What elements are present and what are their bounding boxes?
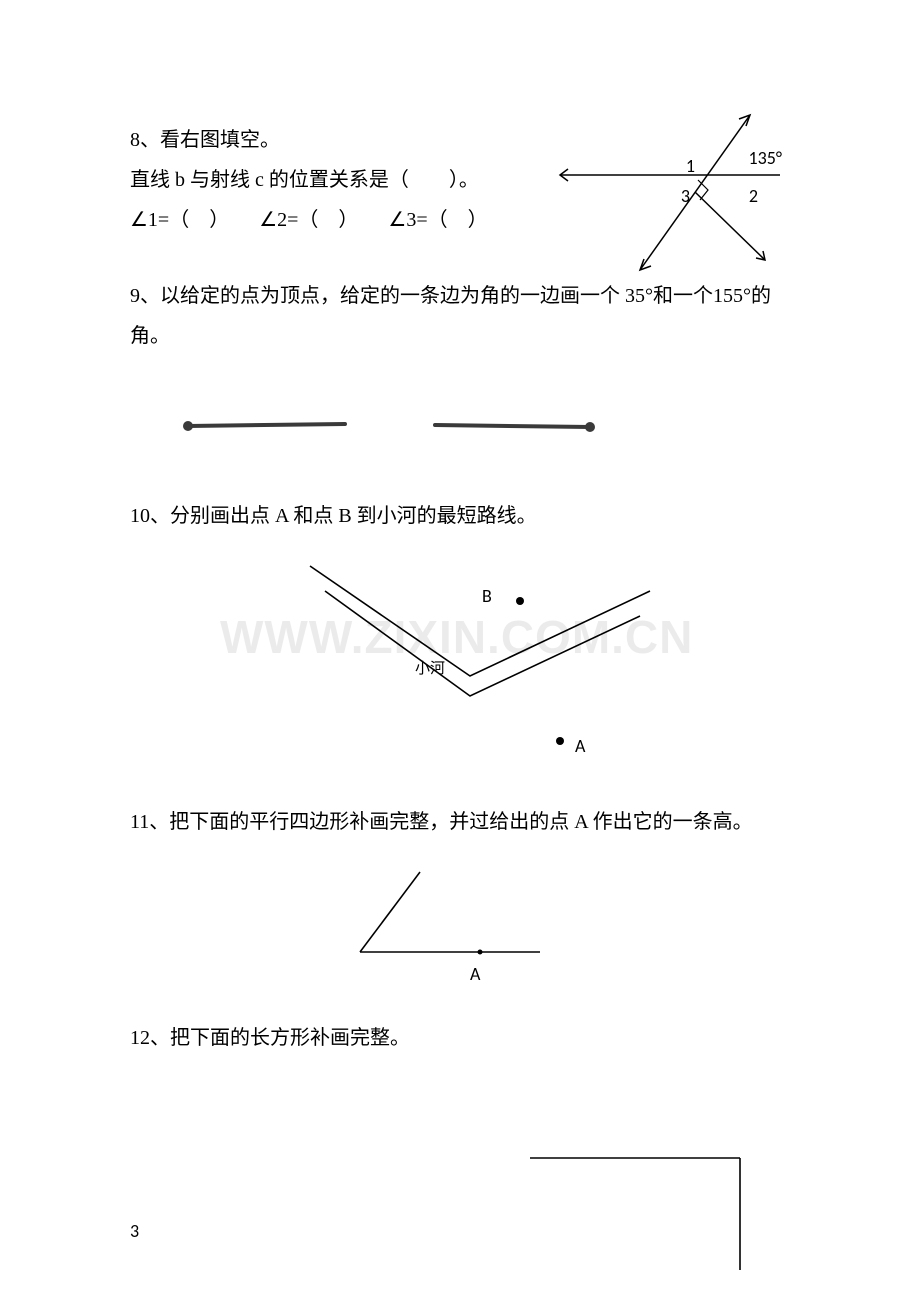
q10-diagram: B A 小河 (250, 546, 670, 766)
q8-label-135: 135° (749, 140, 782, 176)
q9-seg-left (180, 416, 350, 436)
q8-label-2: 2 (749, 178, 758, 214)
q10-label-B: B (482, 578, 492, 614)
q10-text: 10、分别画出点 A 和点 B 到小河的最短路线。 (130, 505, 537, 527)
q11-diagram: A (310, 862, 610, 982)
page-number: 3 (130, 1220, 139, 1242)
question-8: 8、看右图填空。 直线 b 与射线 c 的位置关系是（ ）。 ∠1=（ ） ∠2… (130, 120, 790, 240)
q11-text: 11、把下面的平行四边形补画完整，并过给出的点 A 作出它的一条高。 (130, 811, 753, 833)
question-12: 12、把下面的长方形补画完整。 (130, 1018, 790, 1058)
q10-label-river: 小河 (415, 654, 445, 684)
q8-line3: ∠1=（ ） ∠2=（ ） ∠3=（ ） (130, 200, 530, 240)
q9-seg-right (430, 416, 600, 436)
q10-label-A: A (575, 728, 585, 764)
q8-line1: 8、看右图填空。 (130, 120, 530, 160)
q9-text: 9、以给定的点为顶点，给定的一条边为角的一边画一个 35°和一个155°的角。 (130, 285, 771, 347)
q8-label-3: 3 (681, 178, 690, 214)
q12-diagram (530, 1150, 760, 1270)
q8-line2: 直线 b 与射线 c 的位置关系是（ ）。 (130, 160, 530, 200)
q12-text: 12、把下面的长方形补画完整。 (130, 1027, 410, 1049)
question-10: 10、分别画出点 A 和点 B 到小河的最短路线。 B A 小河 (130, 496, 790, 766)
q8-diagram (540, 110, 800, 280)
question-9: 9、以给定的点为顶点，给定的一条边为角的一边画一个 35°和一个155°的角。 (130, 276, 790, 436)
question-11: 11、把下面的平行四边形补画完整，并过给出的点 A 作出它的一条高。 A (130, 802, 790, 982)
q11-label-A: A (470, 956, 480, 992)
